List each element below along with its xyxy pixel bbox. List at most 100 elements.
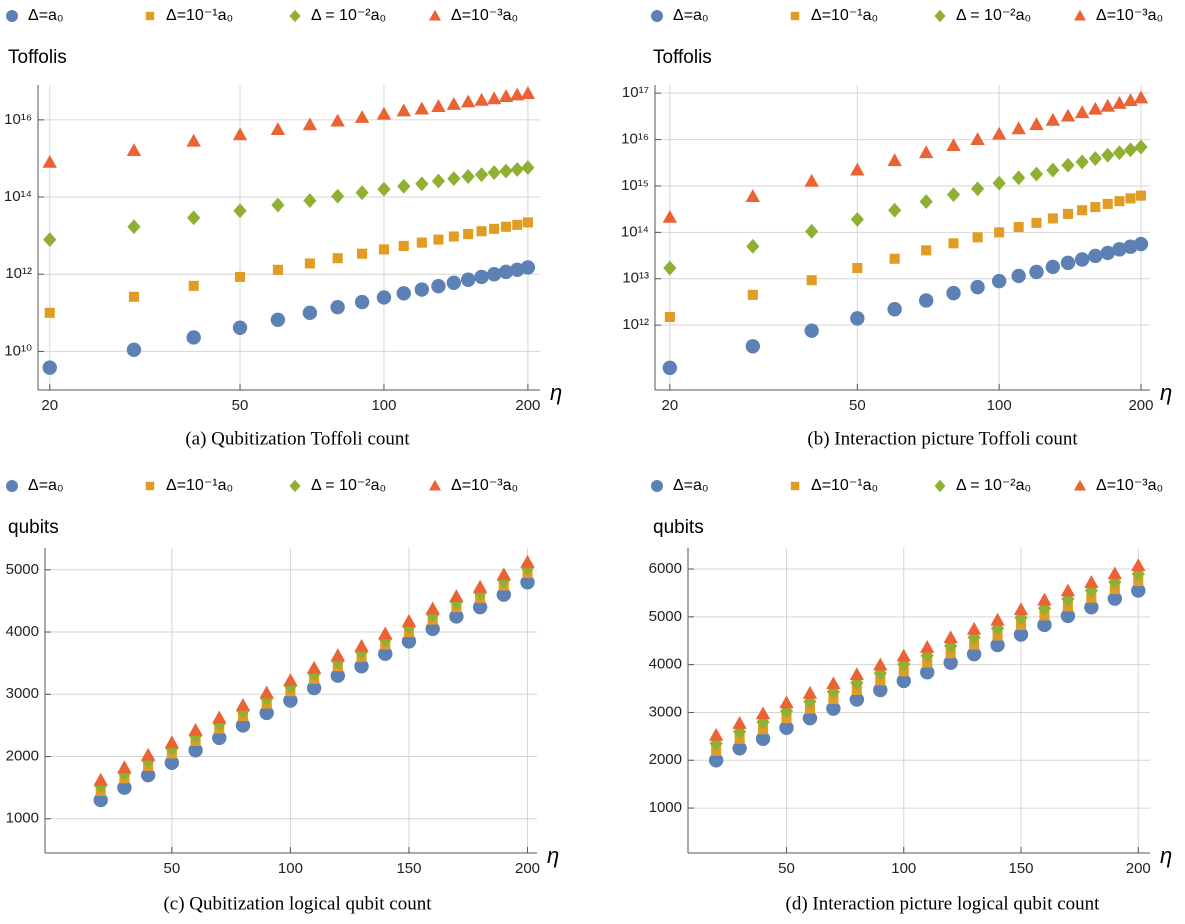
point bbox=[42, 154, 57, 168]
legend-label: Δ=a₀ bbox=[28, 477, 64, 494]
point bbox=[128, 291, 139, 302]
point bbox=[991, 273, 1007, 289]
point bbox=[376, 106, 392, 120]
point bbox=[1045, 112, 1061, 126]
legend-marker bbox=[145, 11, 155, 21]
point bbox=[446, 97, 462, 110]
point bbox=[1011, 268, 1026, 284]
point bbox=[302, 305, 318, 321]
point bbox=[896, 648, 911, 662]
point bbox=[398, 240, 409, 251]
point bbox=[946, 138, 961, 152]
point bbox=[708, 753, 724, 768]
point bbox=[331, 653, 345, 669]
point bbox=[1101, 147, 1115, 163]
y-tick-label: 3000 bbox=[649, 703, 682, 720]
point bbox=[186, 330, 201, 345]
point bbox=[1031, 217, 1042, 228]
point bbox=[354, 638, 369, 652]
point bbox=[117, 780, 132, 795]
y-tick-label: 10¹⁵ bbox=[621, 177, 649, 194]
point bbox=[397, 178, 411, 194]
point bbox=[747, 289, 758, 300]
legend-marker bbox=[651, 480, 663, 492]
point bbox=[1131, 558, 1146, 572]
point bbox=[1011, 121, 1026, 135]
y-tick-label: 10¹⁴ bbox=[621, 223, 649, 240]
point bbox=[498, 264, 514, 280]
point bbox=[283, 673, 298, 686]
point bbox=[510, 161, 524, 177]
point bbox=[259, 705, 274, 721]
point bbox=[1062, 208, 1074, 219]
point bbox=[512, 219, 523, 230]
point bbox=[805, 223, 819, 239]
point bbox=[991, 126, 1007, 140]
point bbox=[44, 307, 55, 318]
point bbox=[306, 660, 322, 674]
point bbox=[887, 302, 902, 317]
point bbox=[354, 294, 370, 310]
legend-marker bbox=[429, 479, 441, 491]
point bbox=[745, 189, 761, 202]
point bbox=[1112, 242, 1127, 257]
point bbox=[473, 585, 487, 601]
point bbox=[1046, 162, 1060, 178]
point bbox=[992, 175, 1006, 191]
y-axis-label: Toffolis bbox=[653, 47, 712, 68]
point bbox=[472, 599, 488, 615]
x-axis-label: η bbox=[547, 843, 559, 868]
point bbox=[1075, 154, 1089, 170]
point bbox=[461, 169, 475, 184]
point bbox=[414, 282, 430, 297]
point bbox=[966, 621, 982, 635]
point bbox=[187, 210, 201, 226]
point bbox=[1074, 105, 1090, 119]
point bbox=[401, 634, 417, 649]
y-tick-label: 1000 bbox=[649, 799, 682, 816]
point bbox=[520, 560, 535, 576]
point bbox=[126, 143, 142, 156]
legend-marker bbox=[790, 11, 800, 21]
legend-label: Δ=10⁻³a₀ bbox=[451, 7, 518, 24]
x-tick-label: 100 bbox=[891, 860, 916, 877]
point bbox=[378, 626, 393, 640]
point bbox=[1045, 259, 1061, 275]
point bbox=[377, 181, 391, 197]
point bbox=[212, 730, 227, 746]
point bbox=[1125, 193, 1136, 204]
point bbox=[1100, 98, 1115, 112]
point bbox=[1012, 170, 1026, 186]
point bbox=[1133, 90, 1149, 104]
point bbox=[919, 194, 933, 210]
point bbox=[971, 181, 985, 197]
point bbox=[414, 101, 430, 115]
point bbox=[521, 160, 535, 176]
point bbox=[117, 760, 132, 774]
point bbox=[967, 629, 981, 645]
point bbox=[873, 682, 888, 698]
point bbox=[498, 89, 514, 103]
y-tick-label: 4000 bbox=[6, 623, 39, 640]
point bbox=[212, 710, 227, 724]
point bbox=[270, 312, 286, 327]
point bbox=[497, 572, 511, 588]
point bbox=[806, 275, 817, 286]
point bbox=[662, 360, 678, 376]
legend-label: Δ=10⁻¹a₀ bbox=[166, 7, 233, 24]
point bbox=[803, 694, 817, 709]
y-tick-label: 3000 bbox=[6, 685, 39, 702]
x-tick-label: 200 bbox=[515, 860, 540, 877]
point bbox=[1112, 145, 1127, 161]
point bbox=[850, 162, 865, 176]
y-tick-label: 10¹⁰ bbox=[4, 342, 32, 359]
point bbox=[662, 209, 678, 223]
x-tick-label: 100 bbox=[987, 397, 1012, 414]
legend-marker bbox=[1074, 479, 1086, 491]
point bbox=[431, 278, 446, 294]
legend-label: Δ=10⁻¹a₀ bbox=[811, 7, 878, 24]
legend-label: Δ=a₀ bbox=[673, 477, 709, 494]
point bbox=[802, 685, 818, 699]
point bbox=[1135, 190, 1147, 201]
